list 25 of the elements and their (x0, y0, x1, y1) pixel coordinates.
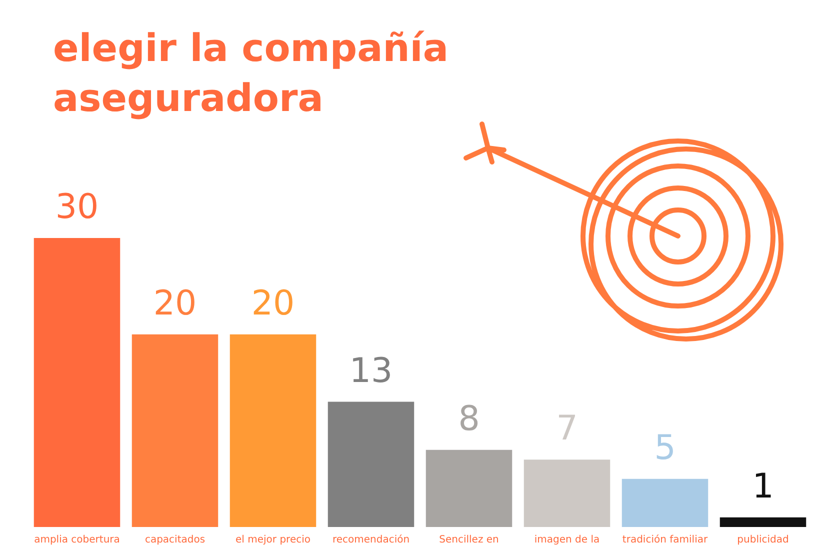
bar (720, 517, 806, 527)
bar (132, 334, 218, 527)
bar (328, 402, 414, 527)
bar (622, 478, 708, 527)
bar (34, 238, 120, 527)
x-tick-label: Sencillez en (439, 534, 499, 546)
x-tick-label: imagen de la (534, 534, 600, 546)
x-tick-label: tradición familiar (622, 534, 708, 546)
data-label: 8 (458, 398, 480, 439)
bar (426, 450, 512, 527)
x-tick-label: capacitados (144, 534, 206, 546)
bar (524, 460, 610, 527)
data-label: 20 (251, 283, 295, 324)
x-tick-label: amplia cobertura (34, 534, 120, 546)
data-label: 20 (153, 283, 197, 324)
x-tick-label: recomendación (332, 534, 410, 546)
x-tick-label: publicidad (737, 534, 789, 546)
data-label: 30 (55, 187, 99, 227)
data-label: 7 (556, 408, 578, 449)
x-tick-label: el mejor precio (236, 534, 310, 546)
data-label: 5 (654, 428, 676, 468)
bar (230, 334, 316, 527)
data-label: 1 (752, 466, 774, 506)
data-label: 13 (349, 350, 393, 391)
chart-title: elegir la compañía aseguradora (53, 26, 462, 120)
